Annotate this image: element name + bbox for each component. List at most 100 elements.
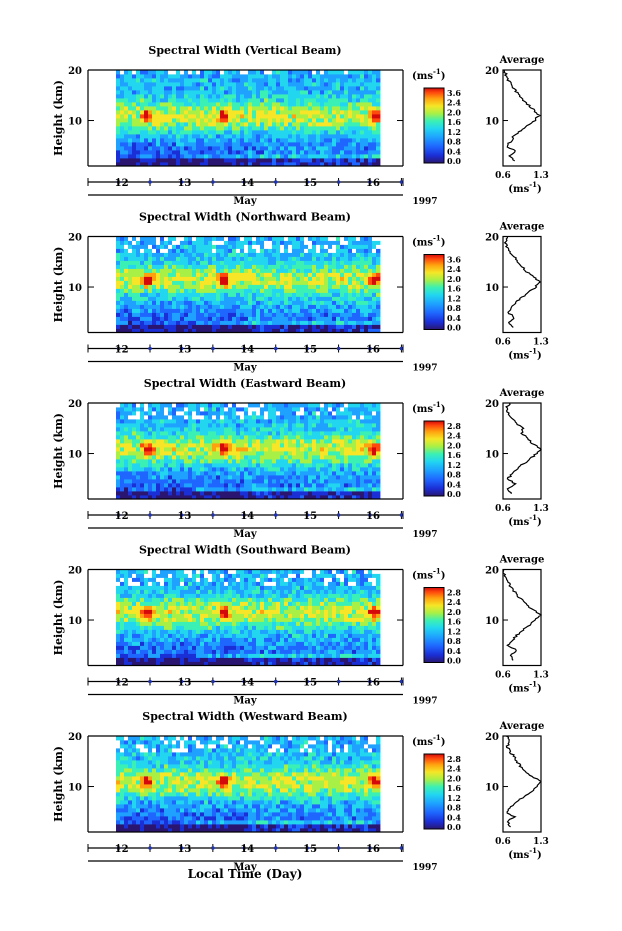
heatmap-cell [344,411,349,416]
heatmap-cell [300,138,305,143]
heatmap-cell [224,272,229,277]
heatmap-cell [332,94,337,99]
heatmap-cell [212,280,217,285]
heatmap-cell [152,471,157,476]
heatmap-cell [228,443,233,448]
heatmap-cell [304,427,309,432]
heatmap-cell [300,411,305,416]
heatmap-cell [204,110,209,115]
heatmap-cell [280,300,285,305]
heatmap-cell [332,82,337,87]
heatmap-cell [132,118,137,123]
heatmap-cell [228,419,233,424]
heatmap-cell [120,487,125,492]
heatmap-cell [328,90,333,95]
heatmap-cell [320,248,325,253]
heatmap-cell [216,407,221,412]
heatmap-cell [180,308,185,313]
heatmap-cell [288,491,293,496]
heatmap-cell [128,236,133,241]
heatmap-cell [200,491,205,496]
heatmap-cell [160,479,165,484]
heatmap-cell [124,487,129,492]
heatmap-cell [356,403,361,408]
heatmap-cell [308,90,313,95]
heatmap-cell [256,451,261,456]
heatmap-cell [196,130,201,135]
heatmap-cell [272,487,277,492]
heatmap-cell [292,495,297,500]
heatmap-cell [128,114,133,119]
heatmap-cell [280,328,285,333]
heatmap-cell [324,126,329,131]
heatmap-cell [136,288,141,293]
heatmap-cell [116,455,121,460]
heatmap-cell [324,86,329,91]
heatmap-cell [292,491,297,496]
heatmap-cell [316,423,321,428]
heatmap-cell [252,411,257,416]
heatmap-cell [308,118,313,123]
heatmap-cell [156,471,161,476]
heatmap-cell [176,146,181,151]
heatmap-cell [236,162,241,167]
heatmap-cell [308,427,313,432]
heatmap-cell [204,447,209,452]
heatmap-cell [228,288,233,293]
heatmap-cell [116,328,121,333]
heatmap-cell [196,146,201,151]
x-tick-label: 16 [366,345,380,356]
heatmap-cell [120,300,125,305]
heatmap-cell [152,74,157,79]
heatmap-cell [300,264,305,269]
heatmap-cell [292,268,297,273]
heatmap-cell [120,455,125,460]
heatmap-cell [372,423,377,428]
heatmap-cell [216,284,221,289]
heatmap-cell [276,439,281,444]
heatmap-cell [308,248,313,253]
heatmap-cell [288,272,293,277]
heatmap-cell [288,162,293,167]
heatmap-cell [252,236,257,241]
heatmap-cell [276,142,281,147]
heatmap-cell [292,252,297,257]
heatmap-cell [360,312,365,317]
heatmap-cell [340,70,345,75]
heatmap-cell [168,94,173,99]
y-axis-label: Height (km) [52,247,65,323]
heatmap-cell [276,312,281,317]
heatmap-cell [348,467,353,472]
heatmap-cell [116,240,121,245]
heatmap-cell [336,296,341,301]
heatmap-cell [304,154,309,159]
heatmap-cell [340,158,345,163]
heatmap-cell [344,154,349,159]
heatmap-cell [284,74,289,79]
heatmap-cell [272,276,277,281]
heatmap-cell [352,475,357,480]
heatmap-cell [164,308,169,313]
heatmap-cell [212,447,217,452]
colorbar-unit-close: ) [441,238,446,249]
heatmap-cell [152,308,157,313]
heatmap-cell [132,467,137,472]
heatmap-cell [368,102,373,107]
heatmap-cell [332,284,337,289]
heatmap-cell [268,459,273,464]
heatmap-cell [236,487,241,492]
heatmap-cell [240,280,245,285]
heatmap-cell [124,268,129,273]
heatmap-cell [300,288,305,293]
heatmap-cell [132,427,137,432]
heatmap-cell [116,292,121,297]
heatmap-cell [248,300,253,305]
heatmap-cell [280,248,285,253]
heatmap-cell [280,106,285,111]
heatmap-cell [180,475,185,480]
heatmap-cell [220,304,225,309]
heatmap-cell [216,134,221,139]
heatmap-cell [244,150,249,155]
heatmap-cell [256,320,261,325]
heatmap-cell [304,272,309,277]
